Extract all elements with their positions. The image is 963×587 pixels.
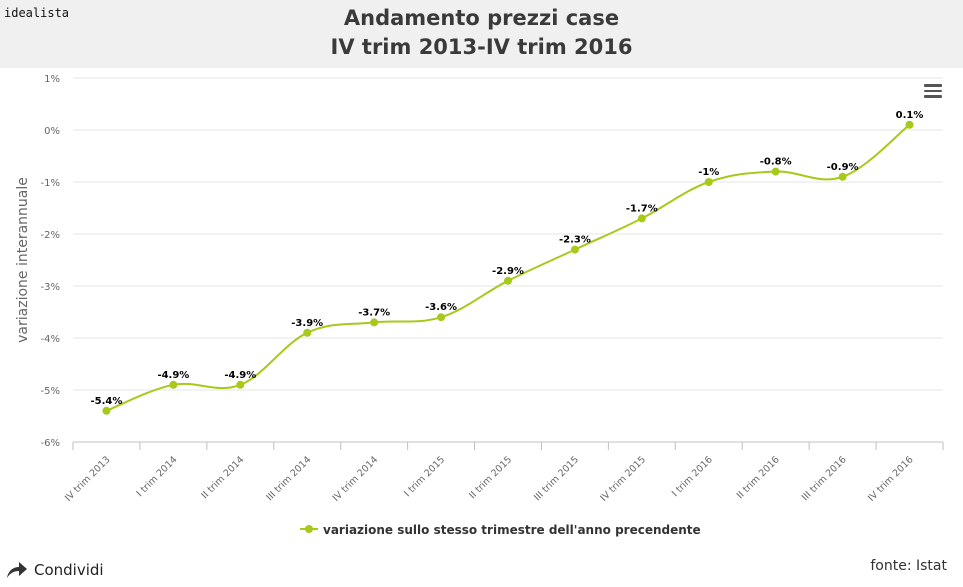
share-button[interactable]: Condividi	[6, 561, 104, 579]
y-tick-label: -5%	[41, 386, 60, 397]
legend[interactable]: variazione sullo stesso trimestre dell'a…	[300, 523, 701, 537]
data-point	[169, 380, 178, 389]
y-tick-label: -3%	[41, 282, 60, 293]
x-axis: IV trim 2013 I trim 2014 II trim 2014 III t…	[63, 442, 944, 504]
x-tick-label: II trim 2015	[467, 454, 514, 501]
data-point	[504, 276, 512, 285]
chart-title: Andamento prezzi case	[343, 6, 620, 30]
y-tick-label: -4%	[41, 334, 60, 345]
x-tick-label: IV trim 2015	[598, 454, 648, 504]
share-label: Condividi	[34, 561, 104, 579]
data-point	[303, 328, 312, 337]
x-tick-label: I trim 2014	[135, 454, 180, 499]
data-label: -0.9%	[827, 162, 859, 173]
share-arrow-icon	[7, 562, 27, 578]
data-label: 0.1%	[896, 110, 924, 121]
data-point	[570, 245, 579, 254]
y-tick-label: 0%	[44, 126, 60, 137]
data-point	[236, 380, 245, 389]
x-tick-label: II trim 2014	[200, 454, 247, 501]
data-labels: -5.4% -4.9% -4.9% -3.9% -3.7% -3.6% -2.9% -2.3%…	[91, 110, 924, 407]
y-tick-label: -2%	[41, 230, 60, 241]
y-axis-label: variazione interannuale	[15, 177, 31, 343]
x-tick-label: IV trim 2014	[331, 454, 381, 504]
legend-label: variazione sullo stesso trimestre dell'a…	[323, 523, 701, 537]
grid-lines	[73, 77, 943, 443]
data-point	[437, 313, 446, 322]
source-note: fonte: Istat	[870, 558, 947, 574]
data-point	[102, 406, 111, 415]
x-tick-label: III trim 2015	[532, 454, 581, 503]
series-layer	[102, 120, 914, 415]
x-tick-label: III trim 2014	[264, 454, 313, 503]
x-tick-label: IV trim 2016	[866, 454, 916, 504]
data-label: -3.7%	[358, 307, 390, 318]
y-tick-label: -1%	[41, 178, 60, 189]
hamburger-menu-icon[interactable]	[924, 84, 942, 98]
x-tick-label: IV trim 2013	[63, 454, 113, 504]
data-point	[771, 167, 780, 176]
y-axis-ticks: 1% 0% -1% -2% -3% -4% -5% -6%	[41, 74, 60, 449]
x-tick-label: III trim 2016	[800, 454, 849, 503]
data-point	[704, 178, 713, 186]
data-label: -4.9%	[157, 370, 189, 381]
y-tick-label: 1%	[44, 74, 60, 85]
data-point	[637, 214, 646, 223]
chart-header: idealista Andamento prezzi case IV trim …	[0, 0, 963, 68]
data-label: -4.9%	[224, 370, 256, 381]
data-label: -3.9%	[291, 318, 323, 329]
y-tick-label: -6%	[41, 438, 60, 449]
data-label: -3.6%	[425, 302, 457, 313]
data-label: -2.3%	[559, 235, 591, 246]
data-point	[905, 120, 914, 129]
data-label: -0.8%	[760, 157, 792, 168]
data-label: -1.7%	[626, 203, 658, 214]
chart-subtitle: IV trim 2013-IV trim 2016	[330, 35, 633, 59]
data-label: -5.4%	[91, 396, 123, 407]
x-tick-label: I trim 2015	[402, 454, 447, 499]
data-label: -2.9%	[492, 266, 524, 277]
x-tick-label: I trim 2016	[670, 454, 715, 499]
brand-logo: idealista	[4, 6, 70, 20]
data-point	[370, 318, 379, 327]
x-tick-label: II trim 2016	[735, 454, 782, 501]
data-label: -1%	[698, 167, 719, 178]
data-point	[838, 172, 847, 181]
